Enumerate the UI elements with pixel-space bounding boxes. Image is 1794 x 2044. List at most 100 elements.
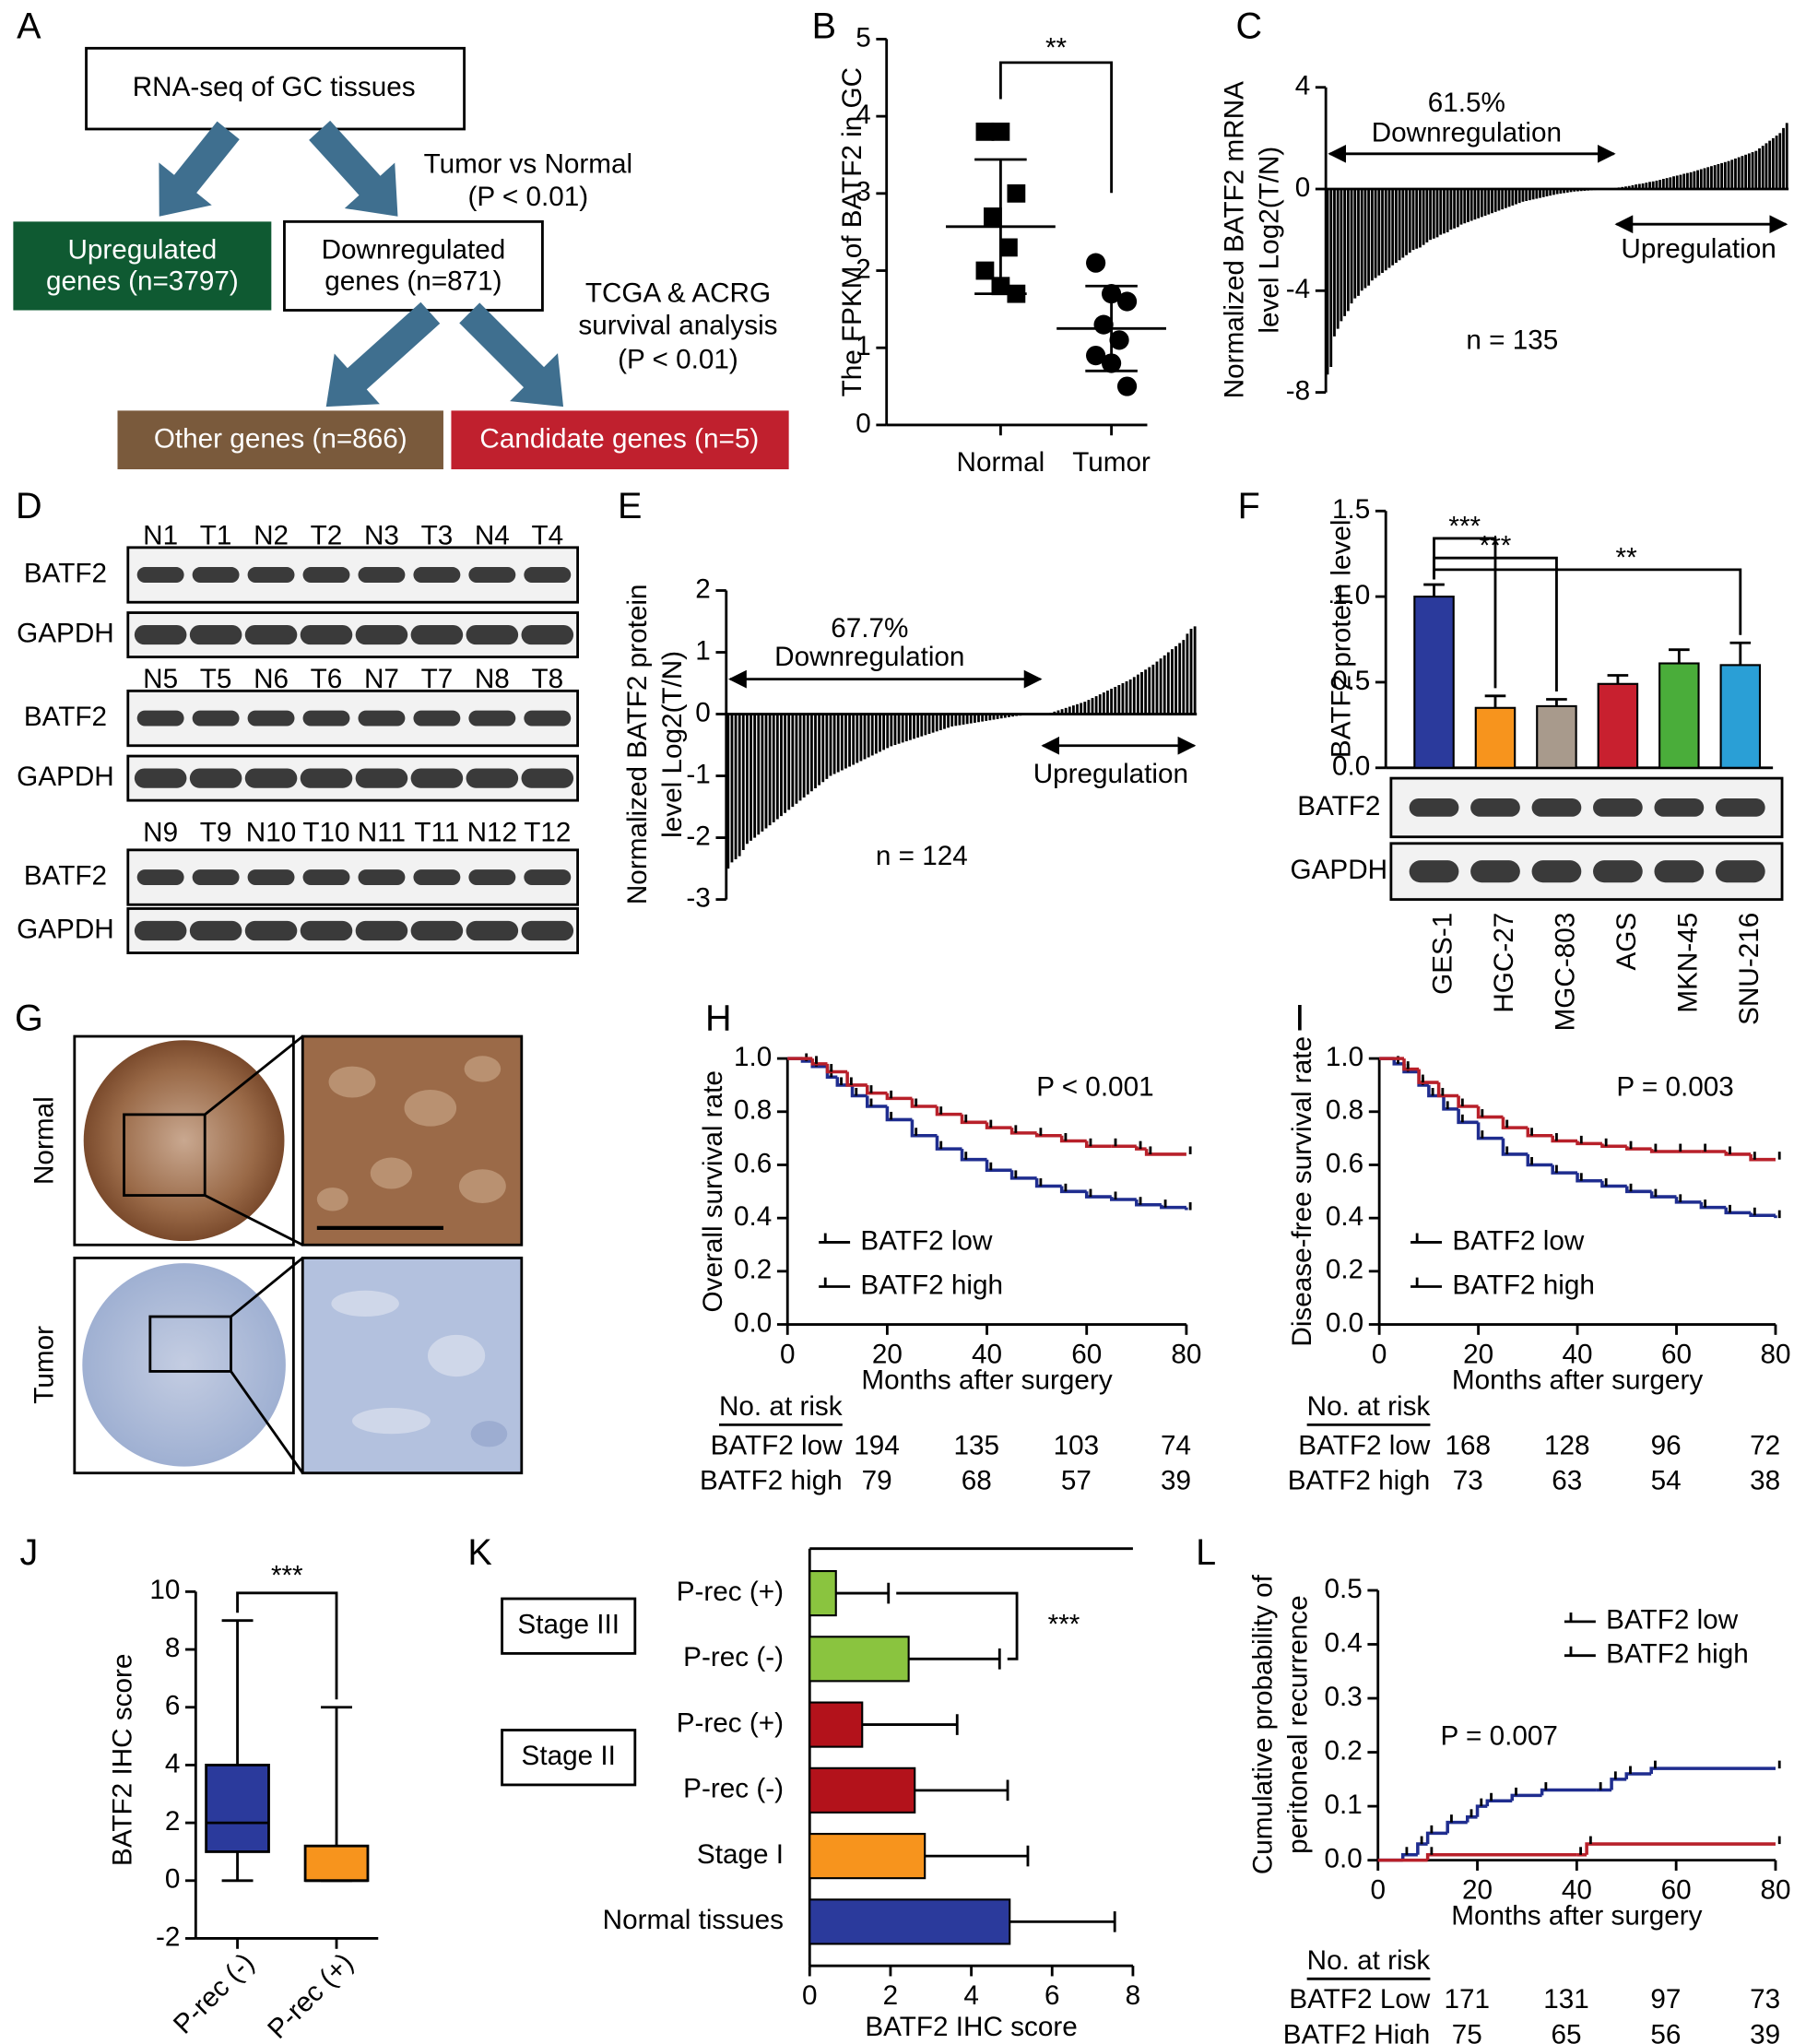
significance-label: ***	[1048, 1610, 1080, 1640]
risk-value: 103	[1054, 1430, 1100, 1460]
y-axis-label: BATF2 protein level	[1326, 520, 1356, 759]
y-axis-label: Normalized BATF2 mRNA	[1219, 81, 1249, 398]
y-tick-label: 0	[1295, 172, 1311, 203]
blot-band	[189, 768, 242, 788]
x-tick-label: Tumor	[1072, 447, 1151, 478]
flow-box	[85, 46, 466, 131]
survival-step	[1475, 1804, 1488, 1817]
survival-step	[1034, 1177, 1062, 1188]
survival-step	[1009, 1128, 1037, 1135]
risk-header: No. at risk	[719, 1391, 843, 1422]
flow-text: genes (n=3797)	[46, 266, 239, 297]
blot-row-label: GAPDH	[17, 618, 114, 648]
blot-row-label: BATF2	[24, 860, 107, 891]
risk-value: 194	[854, 1430, 900, 1460]
x-tick-label: 20	[872, 1339, 903, 1369]
box	[303, 1844, 370, 1883]
survival-step	[1501, 1138, 1528, 1156]
y-tick-label: 0.6	[734, 1148, 772, 1178]
survival-step	[1059, 1186, 1087, 1194]
error-bar	[925, 1845, 1030, 1867]
survival-step	[1485, 1799, 1513, 1807]
x-tick-label: MGC-803	[1551, 913, 1581, 1032]
blot-band	[466, 624, 519, 645]
survival-step	[1625, 1146, 1652, 1151]
data-point	[975, 122, 995, 141]
survival-step	[1144, 1149, 1186, 1156]
survival-step	[1436, 1082, 1459, 1098]
legend-label: BATF2 low	[1452, 1225, 1585, 1256]
annotation: Downregulation	[1372, 117, 1562, 148]
y-tick-label: 1.0	[734, 1042, 772, 1072]
blot-band	[244, 768, 298, 788]
y-tick-label: 0	[856, 408, 871, 439]
flow-box	[117, 410, 443, 470]
box	[205, 1764, 270, 1853]
survival-step	[1392, 1058, 1405, 1066]
panel-label: J	[19, 1532, 38, 1573]
y-tick-label: 0.2	[1326, 1255, 1363, 1285]
flow-note: survival analysis	[578, 311, 777, 341]
bar	[1536, 704, 1577, 769]
blot-band	[358, 567, 406, 584]
risk-row-label: BATF2 high	[700, 1465, 843, 1495]
lane-label: T2	[311, 520, 343, 550]
y-tick-label: 3	[856, 177, 871, 207]
risk-value: 75	[1452, 2019, 1482, 2044]
panel-label: K	[467, 1532, 491, 1573]
x-axis-label: BATF2 IHC score	[865, 2012, 1077, 2042]
survival-step	[1417, 1069, 1439, 1084]
flow-note: (P < 0.01)	[618, 344, 738, 374]
blot-band	[355, 624, 408, 645]
blot-band	[410, 920, 464, 941]
y-axis-label: level Log2(T/N)	[657, 651, 688, 838]
x-tick-label: 40	[1563, 1339, 1593, 1369]
y-tick-label: P-rec (+)	[677, 1707, 784, 1738]
y-axis-label: Cumulative probability of	[1248, 1574, 1279, 1874]
blot-band	[302, 869, 350, 886]
survival-step	[1585, 1842, 1776, 1855]
blot-band	[300, 768, 353, 788]
risk-value: 79	[862, 1465, 892, 1495]
x-tick-label: GES-1	[1428, 913, 1458, 995]
risk-value: 73	[1453, 1465, 1483, 1495]
y-tick-label: -2	[686, 821, 710, 851]
data-point	[1086, 345, 1106, 366]
lane-label: N3	[364, 520, 399, 550]
flow-note: Tumor vs Normal	[424, 148, 633, 179]
risk-value: 54	[1651, 1465, 1682, 1495]
risk-row-label: BATF2 low	[711, 1430, 844, 1460]
y-tick-label: 10	[149, 1575, 180, 1605]
group-box	[501, 1597, 637, 1655]
y-tick-label: 0.5	[1324, 1574, 1362, 1604]
panel-label: I	[1294, 998, 1304, 1039]
x-tick-label: 6	[1045, 1980, 1060, 2011]
ihc-row-label: Normal	[30, 1096, 60, 1185]
y-tick-label: -8	[1286, 375, 1310, 406]
group-box	[501, 1729, 637, 1787]
blot-band	[1715, 860, 1765, 883]
survival-step	[1476, 1122, 1504, 1140]
blot-band	[413, 710, 461, 727]
blot-band	[468, 567, 516, 584]
survival-step	[1457, 1095, 1479, 1108]
lane-label: N10	[246, 818, 296, 848]
survival-step	[1576, 1140, 1602, 1146]
annotation: Upregulation	[1621, 233, 1776, 264]
y-tick-label: 0.8	[734, 1095, 772, 1126]
error-bar	[1423, 583, 1445, 597]
ihc-core	[82, 1263, 286, 1467]
lane-label: N1	[143, 520, 178, 550]
error-bar	[835, 1582, 891, 1604]
blot-band	[524, 567, 572, 584]
group-label: Stage III	[517, 1610, 620, 1640]
error-bar	[862, 1714, 959, 1735]
blot-band	[136, 567, 184, 584]
significance-bracket	[998, 61, 1114, 194]
y-tick-label: Normal tissues	[603, 1905, 784, 1935]
lane-label: N6	[254, 664, 289, 694]
survival-step	[1416, 1842, 1428, 1855]
survival-step	[1135, 1199, 1162, 1207]
annotation: Upregulation	[1033, 759, 1188, 789]
ihc-texture	[331, 1290, 508, 1447]
